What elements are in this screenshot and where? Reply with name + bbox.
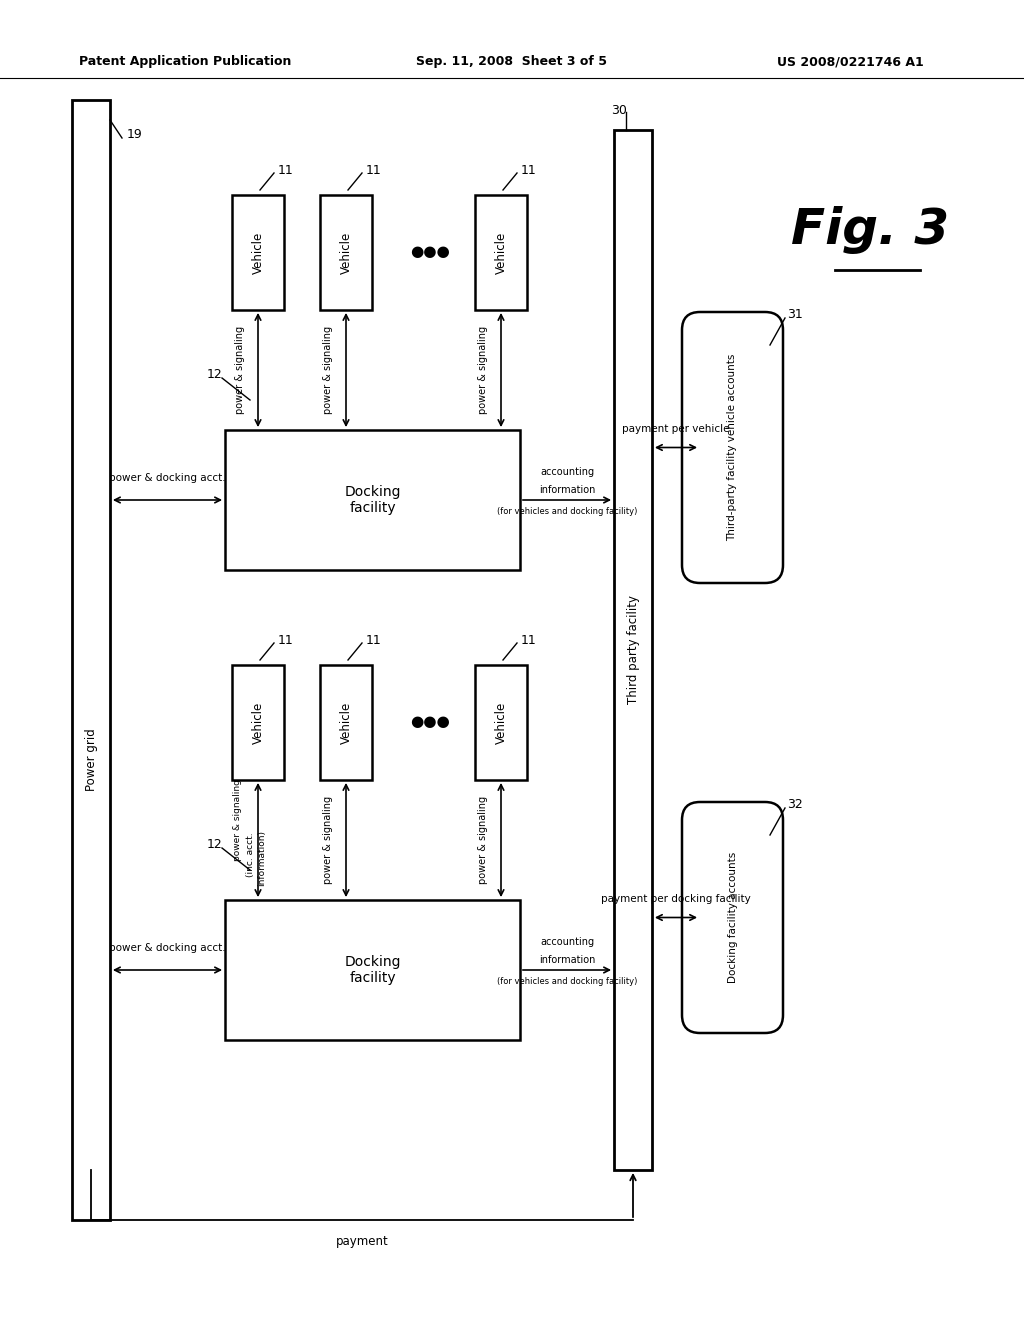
Text: Vehicle: Vehicle bbox=[340, 231, 352, 273]
Text: Power grid: Power grid bbox=[85, 729, 97, 792]
Text: 11: 11 bbox=[367, 164, 382, 177]
Text: Third party facility: Third party facility bbox=[627, 595, 640, 705]
Text: US 2008/0221746 A1: US 2008/0221746 A1 bbox=[776, 55, 924, 69]
Text: power & signaling: power & signaling bbox=[478, 326, 488, 414]
Text: 12: 12 bbox=[207, 368, 223, 381]
Text: power & signaling: power & signaling bbox=[323, 796, 333, 884]
Text: 19: 19 bbox=[127, 128, 143, 141]
Text: accounting: accounting bbox=[540, 467, 594, 477]
Text: power & docking acct.: power & docking acct. bbox=[110, 473, 226, 483]
Text: Vehicle: Vehicle bbox=[340, 701, 352, 743]
Bar bbox=[319, 195, 372, 310]
FancyBboxPatch shape bbox=[682, 803, 783, 1034]
Text: Third-party facility vehicle accounts: Third-party facility vehicle accounts bbox=[727, 354, 737, 541]
Bar bbox=[232, 195, 284, 310]
Text: power & signaling: power & signaling bbox=[478, 796, 488, 884]
Text: power & signaling: power & signaling bbox=[323, 326, 333, 414]
Text: information: information bbox=[539, 484, 595, 495]
Bar bbox=[72, 100, 110, 1220]
Text: ●●●: ●●● bbox=[411, 244, 450, 260]
Text: payment: payment bbox=[336, 1236, 388, 1249]
Text: ●●●: ●●● bbox=[411, 714, 450, 730]
Text: Docking facility accounts: Docking facility accounts bbox=[727, 851, 737, 983]
Text: Fig. 3: Fig. 3 bbox=[791, 206, 949, 253]
Bar bbox=[232, 665, 284, 780]
Text: 30: 30 bbox=[611, 103, 627, 116]
Text: power & signaling: power & signaling bbox=[233, 779, 243, 861]
Text: Vehicle: Vehicle bbox=[252, 701, 264, 743]
Text: Patent Application Publication: Patent Application Publication bbox=[79, 55, 291, 69]
Text: Docking
facility: Docking facility bbox=[344, 954, 400, 985]
Text: 11: 11 bbox=[521, 164, 537, 177]
Text: power & docking acct.: power & docking acct. bbox=[110, 942, 226, 953]
Text: Docking
facility: Docking facility bbox=[344, 484, 400, 515]
Text: 11: 11 bbox=[521, 634, 537, 647]
Text: (for vehicles and docking facility): (for vehicles and docking facility) bbox=[497, 978, 637, 986]
Text: 12: 12 bbox=[207, 838, 223, 851]
Text: information): information) bbox=[257, 830, 266, 886]
Bar bbox=[225, 900, 520, 1040]
Text: 31: 31 bbox=[787, 309, 803, 322]
Text: Vehicle: Vehicle bbox=[252, 231, 264, 273]
Bar bbox=[475, 195, 527, 310]
Bar bbox=[475, 665, 527, 780]
Text: Vehicle: Vehicle bbox=[495, 701, 508, 743]
Text: Vehicle: Vehicle bbox=[495, 231, 508, 273]
Text: (for vehicles and docking facility): (for vehicles and docking facility) bbox=[497, 507, 637, 516]
Text: (inc. acct.: (inc. acct. bbox=[246, 833, 255, 878]
Text: Sep. 11, 2008  Sheet 3 of 5: Sep. 11, 2008 Sheet 3 of 5 bbox=[417, 55, 607, 69]
Text: 11: 11 bbox=[367, 634, 382, 647]
Text: 11: 11 bbox=[279, 164, 294, 177]
Text: payment per vehicle: payment per vehicle bbox=[623, 425, 730, 434]
Text: 32: 32 bbox=[787, 799, 803, 812]
Text: payment per docking facility: payment per docking facility bbox=[601, 895, 751, 904]
Bar bbox=[225, 430, 520, 570]
FancyBboxPatch shape bbox=[682, 312, 783, 583]
Bar bbox=[614, 129, 652, 1170]
Text: 11: 11 bbox=[279, 634, 294, 647]
Text: accounting: accounting bbox=[540, 937, 594, 946]
Text: information: information bbox=[539, 954, 595, 965]
Bar bbox=[319, 665, 372, 780]
Text: power & signaling: power & signaling bbox=[234, 326, 245, 414]
